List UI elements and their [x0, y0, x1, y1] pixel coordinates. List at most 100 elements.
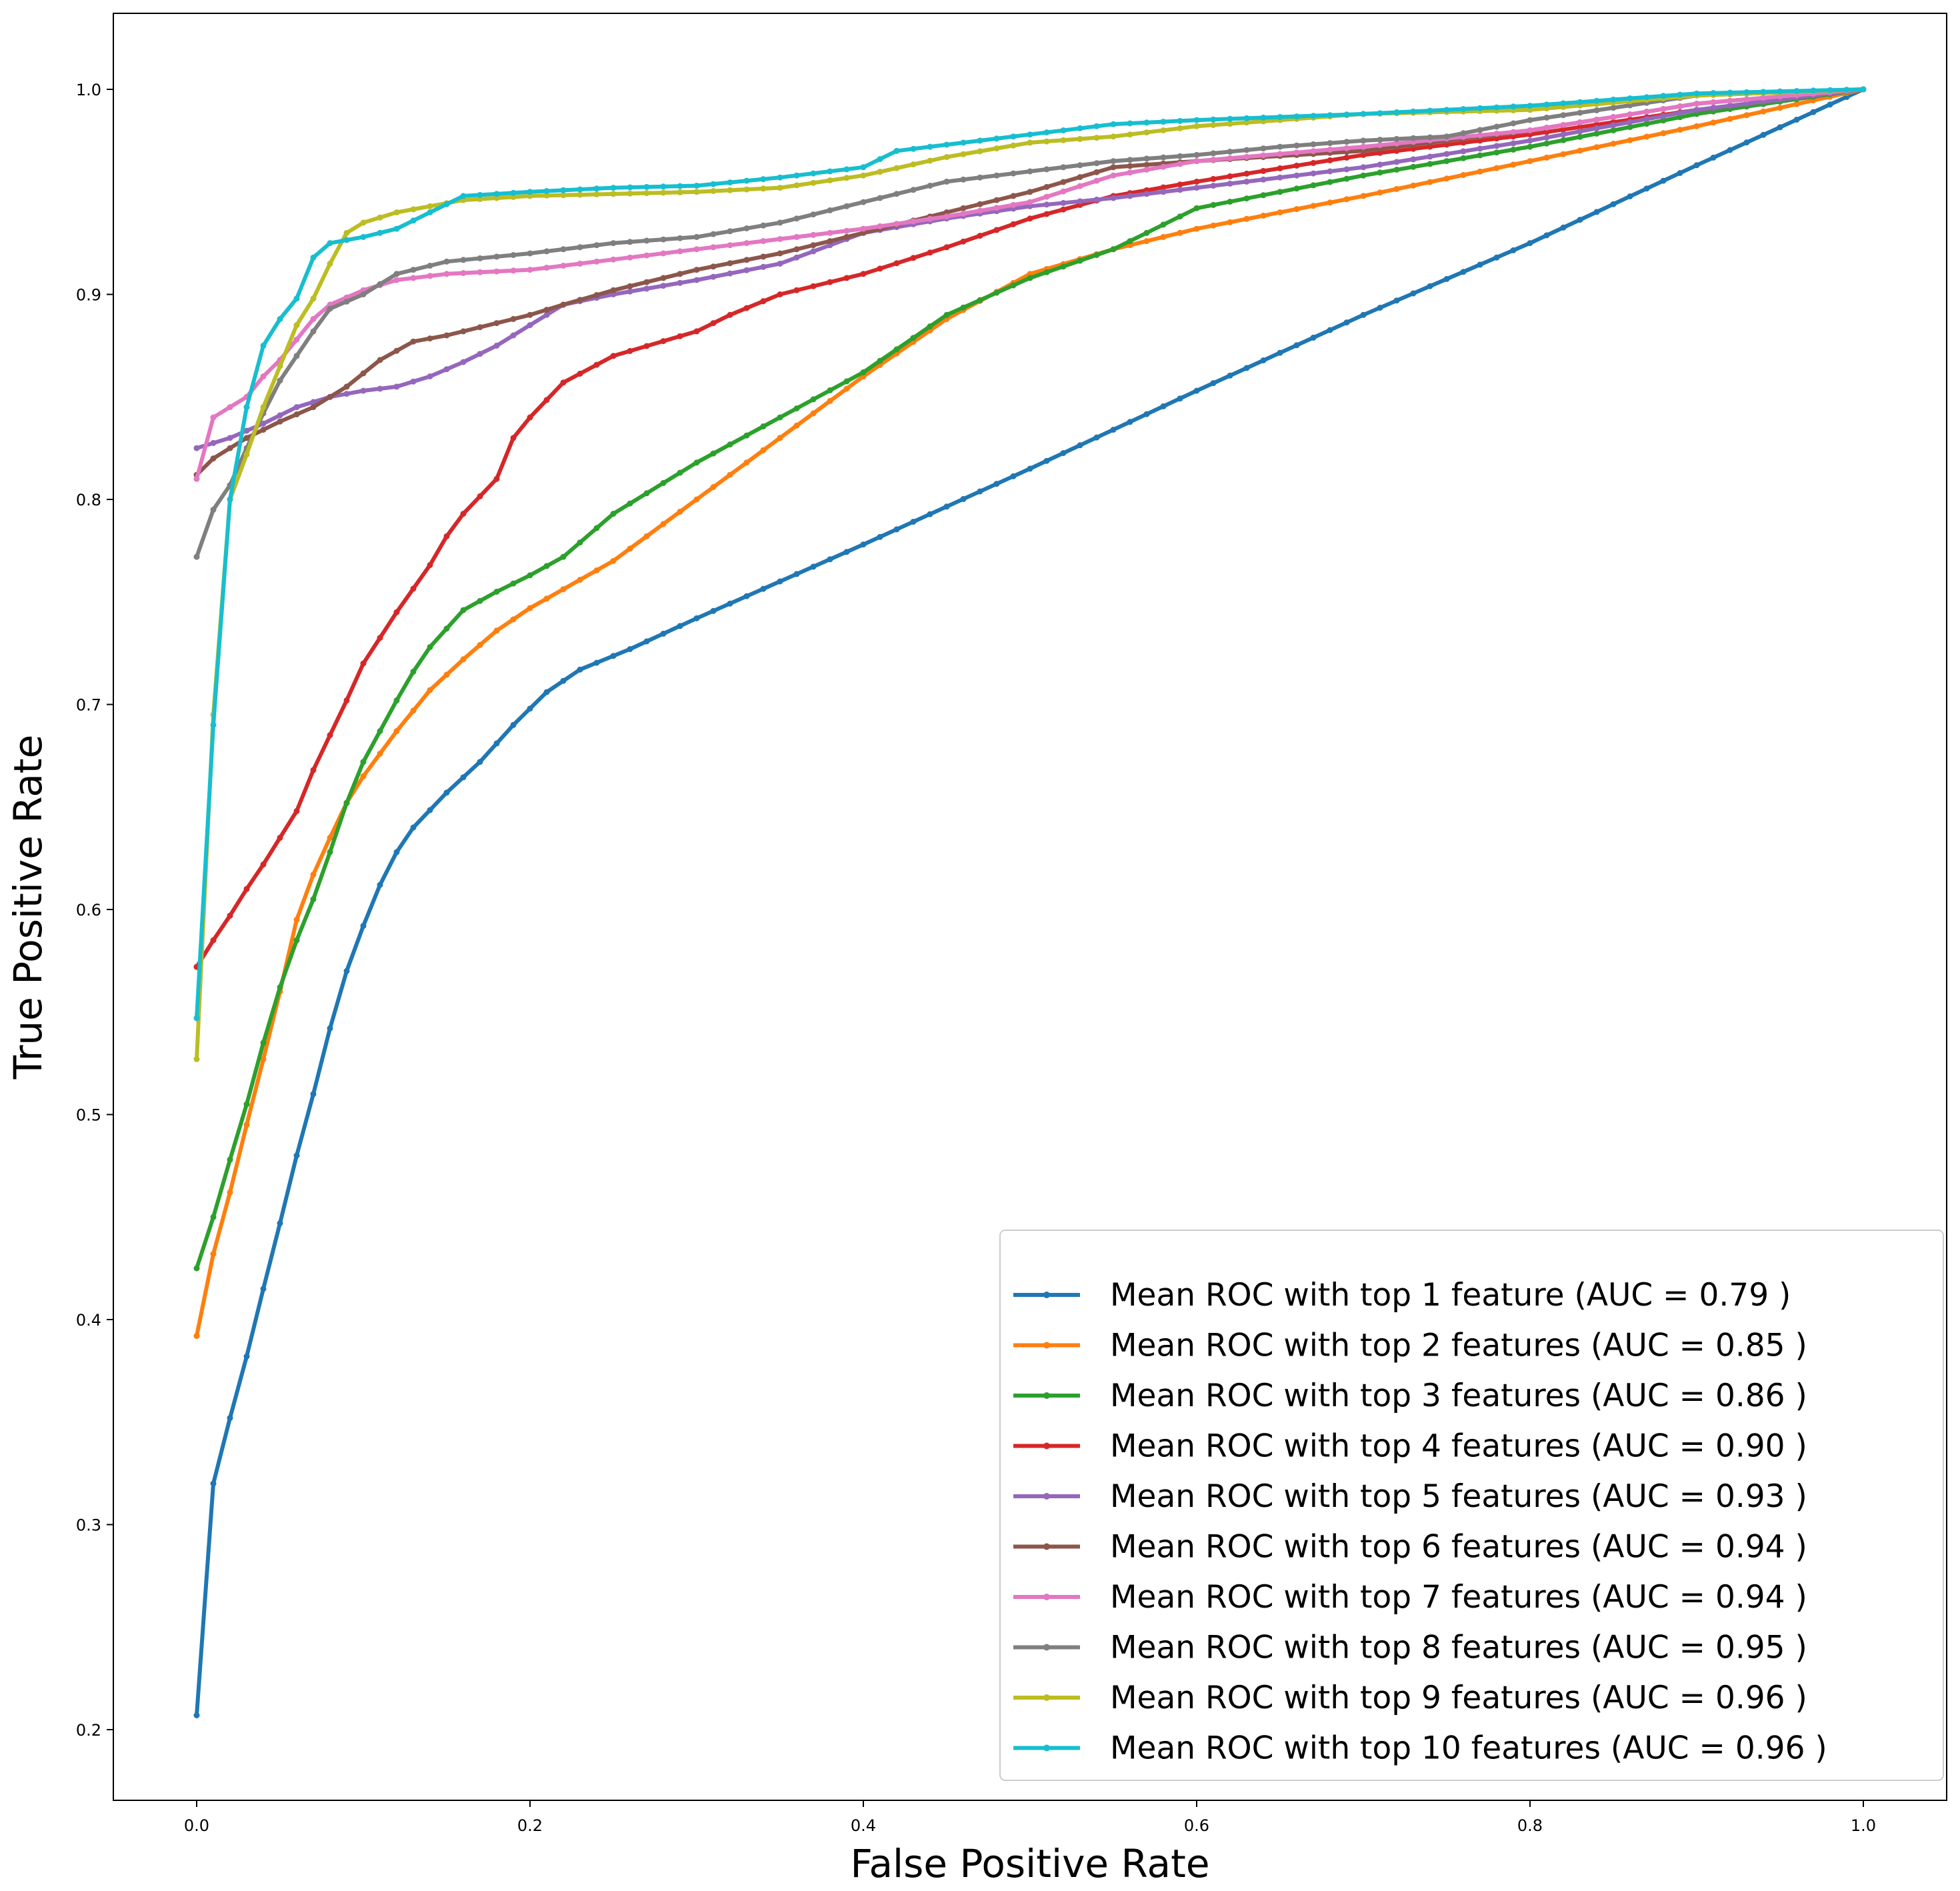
- data-point: [1627, 111, 1633, 117]
- data-point: [377, 881, 383, 888]
- legend-item: Mean ROC with top 7 features (AUC = 0.94…: [1013, 1579, 1807, 1616]
- data-point: [1227, 121, 1233, 127]
- data-point: [510, 332, 517, 339]
- data-point: [527, 250, 533, 257]
- data-point: [327, 393, 333, 400]
- data-point: [1393, 135, 1400, 142]
- data-point: [243, 1122, 250, 1128]
- data-point: [593, 292, 600, 298]
- data-point: [1693, 162, 1700, 169]
- data-point: [1343, 145, 1350, 151]
- data-point: [1743, 112, 1750, 119]
- data-point: [860, 172, 867, 179]
- data-point: [893, 191, 900, 197]
- data-point: [193, 475, 200, 482]
- data-point: [1143, 119, 1150, 126]
- data-point: [660, 479, 667, 486]
- data-point: [993, 227, 1000, 233]
- data-point: [1527, 137, 1533, 144]
- data-point: [1277, 143, 1283, 150]
- data-point: [1010, 170, 1017, 177]
- data-point: [1527, 143, 1533, 150]
- data-point: [1127, 169, 1133, 176]
- data-point: [1827, 101, 1833, 108]
- data-point: [1760, 131, 1767, 138]
- data-point: [627, 239, 633, 245]
- data-point: [777, 185, 783, 191]
- data-point: [1177, 187, 1183, 193]
- data-point: [210, 937, 217, 943]
- data-point: [793, 422, 800, 429]
- data-point: [527, 605, 533, 611]
- data-point: [610, 557, 617, 564]
- data-point: [993, 197, 1000, 203]
- data-point: [1427, 107, 1433, 114]
- data-point: [1743, 139, 1750, 146]
- data-point: [210, 1214, 217, 1220]
- data-point: [643, 533, 650, 539]
- data-point: [1477, 137, 1483, 144]
- data-point: [577, 297, 583, 303]
- data-point: [643, 190, 650, 197]
- data-point: [327, 1025, 333, 1032]
- data-point: [1610, 141, 1617, 147]
- data-point: [1577, 128, 1583, 135]
- data-point: [960, 495, 967, 502]
- data-point: [310, 404, 317, 411]
- data-point: [877, 169, 883, 175]
- data-point: [377, 229, 383, 236]
- data-point: [1210, 157, 1217, 163]
- data-point: [1377, 305, 1383, 311]
- data-point: [1510, 140, 1517, 147]
- data-point: [460, 270, 467, 276]
- data-point: [327, 849, 333, 855]
- data-point: [760, 185, 767, 192]
- data-point: [1093, 177, 1100, 184]
- data-point: [1110, 164, 1117, 171]
- data-point: [277, 377, 283, 384]
- data-point: [1527, 127, 1533, 133]
- data-point: [410, 707, 417, 714]
- data-point: [1177, 153, 1183, 159]
- data-point: [1293, 162, 1300, 169]
- data-point: [1443, 158, 1450, 165]
- data-point: [1477, 127, 1483, 133]
- legend-item: Mean ROC with top 2 features (AUC = 0.85…: [1013, 1328, 1807, 1364]
- data-point: [693, 183, 700, 189]
- data-point: [860, 164, 867, 171]
- data-point: [1593, 125, 1600, 131]
- data-point: [827, 177, 833, 183]
- data-point: [1327, 179, 1333, 185]
- data-point: [543, 188, 550, 194]
- data-point: [1660, 130, 1667, 137]
- data-point: [1560, 100, 1567, 107]
- legend-item: Mean ROC with top 5 features (AUC = 0.93…: [1013, 1478, 1807, 1515]
- data-point: [943, 213, 950, 220]
- data-point: [593, 185, 600, 192]
- data-point: [727, 311, 733, 318]
- series-3: [193, 86, 1867, 1272]
- data-point: [1577, 119, 1583, 125]
- data-point: [1060, 164, 1067, 171]
- data-point: [927, 215, 933, 222]
- data-point: [1543, 134, 1550, 141]
- data-point: [777, 260, 783, 267]
- data-point: [543, 265, 550, 271]
- data-point: [243, 451, 250, 457]
- data-point: [1193, 178, 1200, 185]
- data-point: [960, 139, 967, 146]
- data-point: [743, 257, 750, 263]
- data-point: [810, 211, 817, 218]
- data-point: [393, 697, 400, 703]
- data-point: [777, 236, 783, 242]
- data-point: [743, 177, 750, 184]
- legend-label: Mean ROC with top 9 features (AUC = 0.96…: [1110, 1680, 1807, 1716]
- data-point: [460, 257, 467, 263]
- data-point: [960, 205, 967, 211]
- data-point: [1643, 121, 1650, 127]
- data-point: [893, 147, 900, 154]
- data-point: [627, 347, 633, 354]
- data-point: [477, 191, 483, 198]
- data-point: [1793, 101, 1800, 107]
- data-point: [327, 834, 333, 841]
